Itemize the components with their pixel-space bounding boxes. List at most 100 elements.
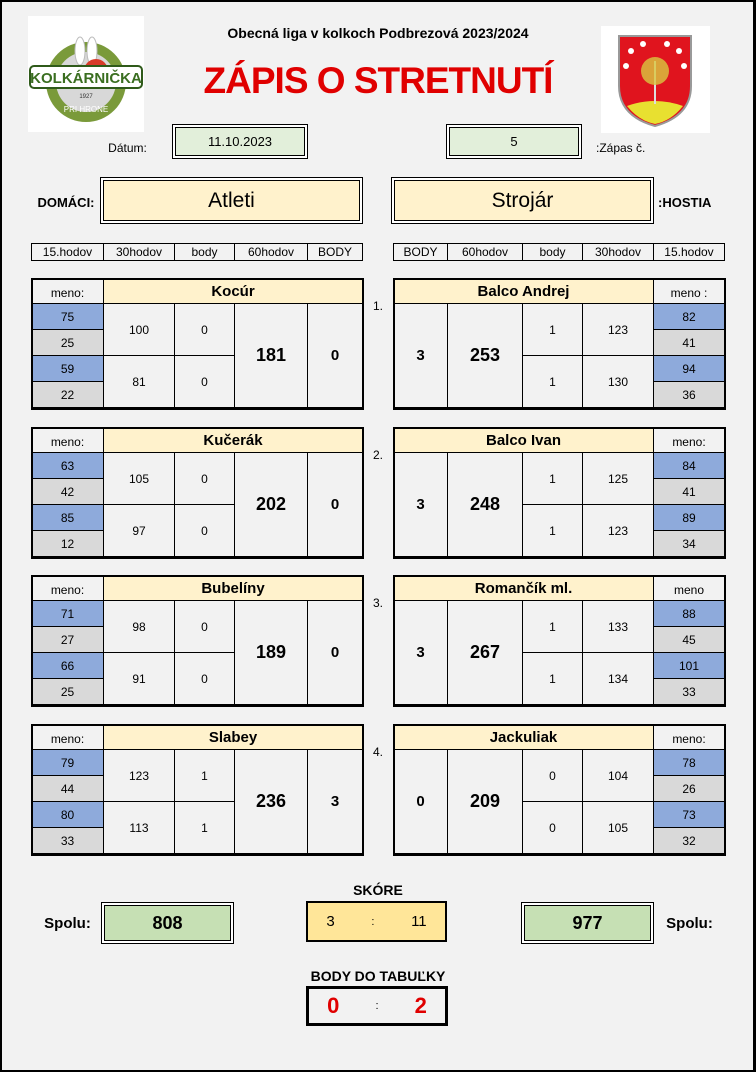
match-number: 4. xyxy=(372,745,383,759)
column-header-away: 60hodov xyxy=(447,243,523,261)
home-meno-label: meno: xyxy=(31,427,104,453)
coat-of-arms-emblem xyxy=(601,26,710,133)
away-15-throws: 32 xyxy=(653,827,725,854)
away-15-throws: 88 xyxy=(653,600,725,627)
home-30-throws: 91 xyxy=(103,652,175,705)
column-header-away: 15.hodov xyxy=(653,243,725,261)
home-60-total: 202 xyxy=(234,452,308,557)
away-30-throws: 123 xyxy=(582,303,654,356)
away-60-total: 253 xyxy=(447,303,523,408)
away-label: :HOSTIA xyxy=(658,194,712,210)
away-30-throws: 104 xyxy=(582,749,654,802)
away-60-total: 209 xyxy=(447,749,523,854)
home-body: 0 xyxy=(174,504,235,557)
home-15-throws: 71 xyxy=(31,600,104,627)
home-total: 808 xyxy=(101,902,234,944)
home-body: 0 xyxy=(174,600,235,653)
column-header-away: 30hodov xyxy=(582,243,654,261)
match-number-field[interactable]: 5 xyxy=(446,124,582,159)
column-header-home: 30hodov xyxy=(103,243,175,261)
away-points: 0 xyxy=(393,749,448,854)
away-body: 0 xyxy=(522,749,583,802)
date-field[interactable]: 11.10.2023 xyxy=(172,124,308,159)
away-body: 1 xyxy=(522,652,583,705)
away-meno-label: meno: xyxy=(653,427,725,453)
away-meno-label: meno xyxy=(653,575,725,601)
table-points-away: 2 xyxy=(414,993,427,1018)
away-body: 1 xyxy=(522,600,583,653)
column-header-away: body xyxy=(522,243,583,261)
away-15-throws: 78 xyxy=(653,749,725,776)
home-15-throws: 22 xyxy=(31,381,104,408)
home-15-throws: 25 xyxy=(31,329,104,356)
svg-text:1927: 1927 xyxy=(79,94,93,100)
match-number: 2. xyxy=(372,448,383,462)
home-player-name: Kučerák xyxy=(103,427,363,453)
away-body: 1 xyxy=(522,504,583,557)
home-points: 3 xyxy=(307,749,363,854)
table-points-label: BODY DO TABUĽKY xyxy=(310,968,446,984)
score-box: 3 : 11 xyxy=(306,901,447,942)
column-header-home: body xyxy=(174,243,235,261)
away-player-name: Balco Andrej xyxy=(393,278,654,304)
away-15-throws: 45 xyxy=(653,626,725,653)
score-home: 3 xyxy=(326,913,335,930)
table-points-box: 0 : 2 xyxy=(306,986,448,1026)
score-away: 11 xyxy=(411,913,427,930)
home-15-throws: 44 xyxy=(31,775,104,802)
away-15-throws: 82 xyxy=(653,303,725,330)
home-30-throws: 81 xyxy=(103,355,175,408)
away-15-throws: 84 xyxy=(653,452,725,479)
table-points-home: 0 xyxy=(327,993,340,1018)
column-header-home: BODY xyxy=(307,243,363,261)
home-player-name: Bubelíny xyxy=(103,575,363,601)
home-60-total: 236 xyxy=(234,749,308,854)
away-points: 3 xyxy=(393,452,448,557)
away-30-throws: 125 xyxy=(582,452,654,505)
away-team-field[interactable]: Strojár xyxy=(391,177,654,224)
match-number: 3. xyxy=(372,596,383,610)
away-15-throws: 89 xyxy=(653,504,725,531)
home-body: 0 xyxy=(174,652,235,705)
home-60-total: 181 xyxy=(234,303,308,408)
league-title: Obecná liga v kolkoch Podbrezová 2023/20… xyxy=(227,25,529,41)
home-60-total: 189 xyxy=(234,600,308,705)
match-number: 1. xyxy=(372,299,383,313)
home-15-throws: 63 xyxy=(31,452,104,479)
away-30-throws: 130 xyxy=(582,355,654,408)
date-label: Dátum: xyxy=(108,141,147,155)
home-meno-label: meno: xyxy=(31,724,104,750)
table-points-separator: : xyxy=(375,1000,379,1012)
away-60-total: 267 xyxy=(447,600,523,705)
home-meno-label: meno: xyxy=(31,278,104,304)
home-30-throws: 113 xyxy=(103,801,175,854)
home-30-throws: 97 xyxy=(103,504,175,557)
away-points: 3 xyxy=(393,303,448,408)
home-team-field[interactable]: Atleti xyxy=(100,177,363,224)
column-header-away: BODY xyxy=(393,243,448,261)
home-body: 0 xyxy=(174,355,235,408)
home-15-throws: 66 xyxy=(31,652,104,679)
column-header-home: 15.hodov xyxy=(31,243,104,261)
home-player-name: Kocúr xyxy=(103,278,363,304)
away-body: 1 xyxy=(522,452,583,505)
home-15-throws: 27 xyxy=(31,626,104,653)
away-60-total: 248 xyxy=(447,452,523,557)
home-15-throws: 79 xyxy=(31,749,104,776)
away-30-throws: 105 xyxy=(582,801,654,854)
away-15-throws: 41 xyxy=(653,478,725,505)
away-points: 3 xyxy=(393,600,448,705)
home-15-throws: 42 xyxy=(31,478,104,505)
away-total: 977 xyxy=(521,902,654,944)
home-15-throws: 80 xyxy=(31,801,104,828)
score-separator: : xyxy=(371,915,375,928)
kolkarnicka-logo: KOLKÁRNIČKA 1927 PRI HRONE xyxy=(28,16,144,132)
home-body: 1 xyxy=(174,749,235,802)
away-total-label: Spolu: xyxy=(666,914,713,932)
away-player-name: Jackuliak xyxy=(393,724,654,750)
away-15-throws: 41 xyxy=(653,329,725,356)
away-15-throws: 73 xyxy=(653,801,725,828)
home-30-throws: 98 xyxy=(103,600,175,653)
home-30-throws: 100 xyxy=(103,303,175,356)
